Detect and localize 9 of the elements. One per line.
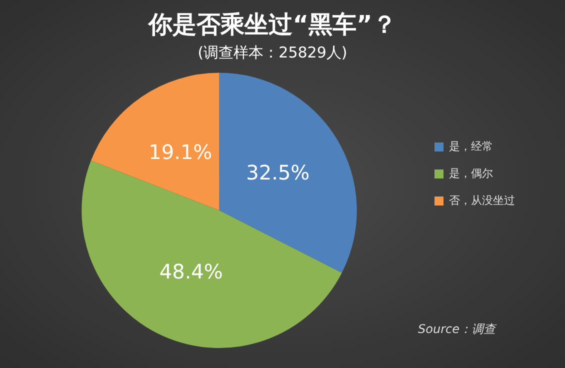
data-label: 48.4%: [159, 259, 223, 284]
data-label: 19.1%: [148, 140, 212, 164]
chart-title: 你是否乘坐过“黑车”？: [148, 10, 396, 39]
data-label: 32.5%: [246, 160, 310, 185]
legend-label: 是，经常: [449, 140, 493, 153]
legend-label: 是，偶尔: [449, 166, 493, 180]
chart-subtitle: (调查样本：25829人): [198, 44, 348, 62]
source-note: Source：调查: [418, 322, 498, 336]
legend-label: 否，从没坐过: [449, 194, 515, 207]
